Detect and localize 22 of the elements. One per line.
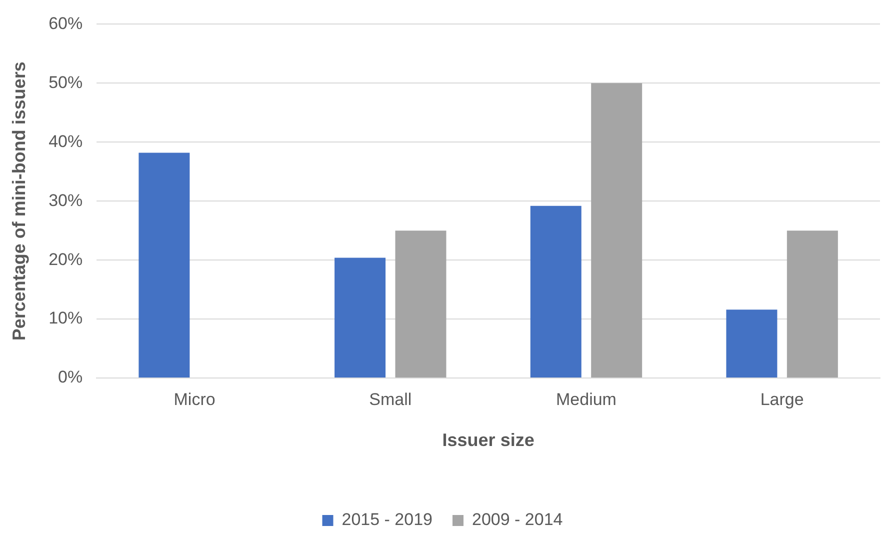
bar bbox=[591, 83, 642, 378]
x-axis-title: Issuer size bbox=[442, 430, 534, 450]
y-tick-label: 60% bbox=[48, 14, 83, 33]
y-axis-title: Percentage of mini-bond issuers bbox=[8, 62, 29, 341]
x-tick-label: Micro bbox=[174, 390, 216, 409]
x-tick-label: Large bbox=[760, 390, 804, 409]
bar bbox=[530, 206, 582, 378]
y-tick-label: 20% bbox=[48, 250, 83, 269]
x-tick-label: Small bbox=[369, 390, 412, 409]
y-tick-label: 50% bbox=[48, 72, 83, 92]
bar bbox=[395, 230, 446, 378]
bar bbox=[138, 152, 190, 378]
legend-label: 2015 - 2019 bbox=[342, 510, 433, 530]
y-tick-label: 40% bbox=[48, 132, 83, 151]
bar bbox=[726, 310, 778, 378]
legend-label: 2009 - 2014 bbox=[472, 510, 563, 530]
y-tick-label: 0% bbox=[58, 368, 83, 387]
bar bbox=[334, 258, 386, 378]
y-tick-label: 30% bbox=[48, 190, 83, 210]
bar bbox=[786, 230, 838, 378]
y-tick-label: 10% bbox=[48, 308, 83, 328]
x-tick-label: Medium bbox=[556, 390, 616, 409]
